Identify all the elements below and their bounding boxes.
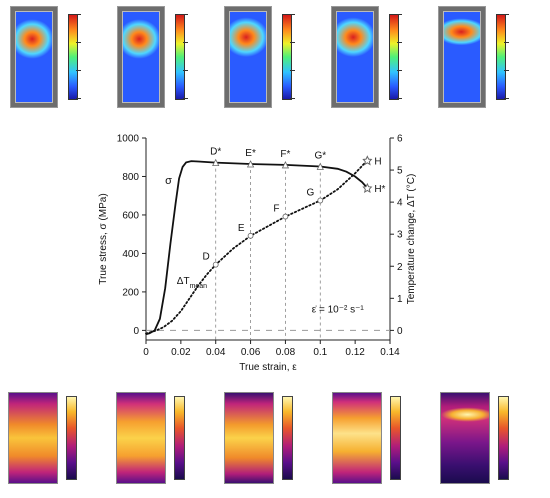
y-tick-label: 1000 (117, 134, 140, 145)
y2-tick-label: 4 (397, 198, 403, 209)
stress-point-marker (212, 158, 220, 167)
stress-temperature-chart: 0 0.02 0.04 0.06 0.08 0.1 0.12 0.14 0 200 400 600 80… (98, 134, 417, 374)
strain-colorbar-tick (183, 42, 188, 43)
x-tick-label: 0 (143, 347, 149, 358)
y-tick-label: 800 (122, 172, 139, 183)
thermal-map-5 (440, 392, 490, 484)
y2-axis-label: Temperature change, ΔT (°C) (406, 174, 417, 305)
y2-tick-label: 5 (397, 166, 403, 177)
strain-colorbar-tick (504, 42, 509, 43)
thermal-map-2 (116, 392, 166, 484)
sigma-series-label: σ (165, 175, 172, 187)
strain-field-image (15, 11, 53, 103)
strain-colorbar (175, 14, 185, 100)
temperature-point-marker (317, 197, 324, 204)
strain-colorbar (282, 14, 292, 100)
strain-map-3 (224, 6, 272, 108)
strain-field-image (443, 11, 481, 103)
strain-colorbar-tick (504, 70, 509, 71)
x-tick-label: 0.04 (206, 347, 226, 358)
temperature-point-label: D (202, 252, 209, 263)
temperature-point-label: E (238, 223, 245, 234)
stress-point-marker (362, 182, 373, 194)
strain-map-5 (438, 6, 486, 108)
stress-point-marker (316, 162, 324, 170)
temperature-point-marker (282, 213, 289, 220)
thermal-map-1 (8, 392, 58, 484)
strain-colorbar-tick (397, 98, 402, 99)
strain-colorbar-tick (504, 98, 509, 99)
strain-map-2 (117, 6, 165, 108)
stress-point-label: H* (374, 184, 385, 195)
y2-tick-label: 3 (397, 230, 403, 241)
x-tick-label: 0.14 (380, 347, 400, 358)
strain-colorbar-tick (397, 42, 402, 43)
strain-field-image (122, 11, 160, 103)
strain-rate-annotation: ε̇ = 10⁻² s⁻¹ (312, 305, 365, 316)
strain-map-1 (10, 6, 58, 108)
stress-point-marker (281, 161, 290, 169)
x-axis-label: True strain, ε (239, 362, 297, 373)
strain-colorbar-tick (76, 14, 81, 15)
y2-tick-label: 2 (397, 262, 403, 273)
y-tick-label: 0 (133, 326, 139, 337)
y2-tick-label: 6 (397, 134, 403, 145)
thermal-colorbar (66, 396, 77, 480)
y2-tick-label: 1 (397, 294, 403, 305)
strain-colorbar-tick (290, 42, 295, 43)
stress-point-label: F* (280, 149, 290, 160)
y-tick-label: 200 (122, 287, 139, 298)
stress-point-label: D* (210, 147, 221, 158)
strain-colorbar-tick (397, 70, 402, 71)
y-tick-label: 400 (122, 249, 139, 260)
stress-point-marker (246, 160, 255, 168)
strain-colorbar-tick (290, 14, 295, 15)
strain-colorbar (389, 14, 399, 100)
thermal-colorbar (498, 396, 509, 480)
thermal-colorbar (390, 396, 401, 480)
temperature-point-label: F (273, 204, 279, 215)
strain-colorbar-tick (183, 14, 188, 15)
thermal-colorbar (174, 396, 185, 480)
strain-colorbar-tick (290, 70, 295, 71)
x-tick-label: 0.02 (171, 347, 191, 358)
thermal-map-4 (332, 392, 382, 484)
y-tick-label: 600 (122, 210, 139, 221)
x-tick-label: 0.1 (313, 347, 327, 358)
stress-curve (145, 160, 368, 336)
strain-colorbar (496, 14, 506, 100)
strain-colorbar-tick (76, 98, 81, 99)
thermal-map-3 (224, 392, 274, 484)
strain-field-image (229, 11, 267, 103)
strain-field-image (336, 11, 374, 103)
delta-t-subscript: mean (190, 283, 208, 290)
thermal-colorbar (282, 396, 293, 480)
x-tick-label: 0.06 (241, 347, 261, 358)
x-tick-label: 0.12 (345, 347, 365, 358)
strain-colorbar-tick (76, 70, 81, 71)
temperature-point-label: G (307, 188, 315, 199)
temperature-point-marker (362, 155, 373, 166)
strain-colorbar-tick (290, 98, 295, 99)
strain-colorbar-tick (183, 98, 188, 99)
stress-point-label: E* (245, 148, 256, 159)
strain-map-4 (331, 6, 379, 108)
strain-colorbar (68, 14, 78, 100)
x-tick-label: 0.08 (276, 347, 296, 358)
strain-colorbar-tick (397, 14, 402, 15)
y-axis-label: True stress, σ (MPa) (98, 193, 109, 284)
temperature-point-marker (212, 261, 219, 268)
stress-point-label: G* (314, 150, 326, 161)
strain-colorbar-tick (76, 42, 81, 43)
temperature-point-marker (247, 232, 254, 239)
strain-colorbar-tick (504, 14, 509, 15)
y2-tick-label: 0 (397, 326, 403, 337)
strain-colorbar-tick (183, 70, 188, 71)
delta-t-series-label: ΔT (177, 276, 190, 287)
temperature-point-label: H (374, 156, 381, 167)
